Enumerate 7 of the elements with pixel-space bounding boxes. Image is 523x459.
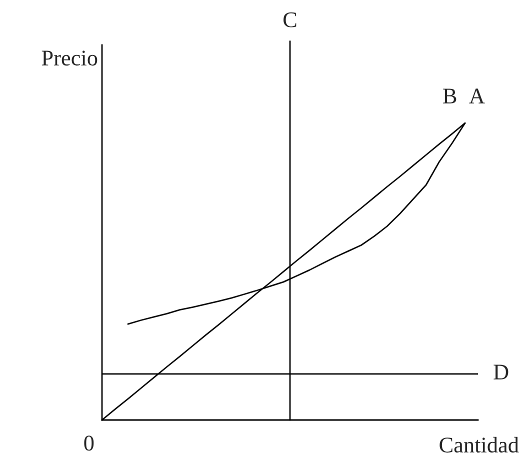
x-axis-title: Cantidad (440, 436, 519, 453)
series-label: B (443, 88, 456, 104)
text: 0 (84, 436, 94, 451)
ref-line-label: D (494, 364, 508, 380)
y-axis-title: Precio (42, 50, 98, 66)
series-label: A (469, 88, 485, 104)
text: C (284, 12, 296, 28)
